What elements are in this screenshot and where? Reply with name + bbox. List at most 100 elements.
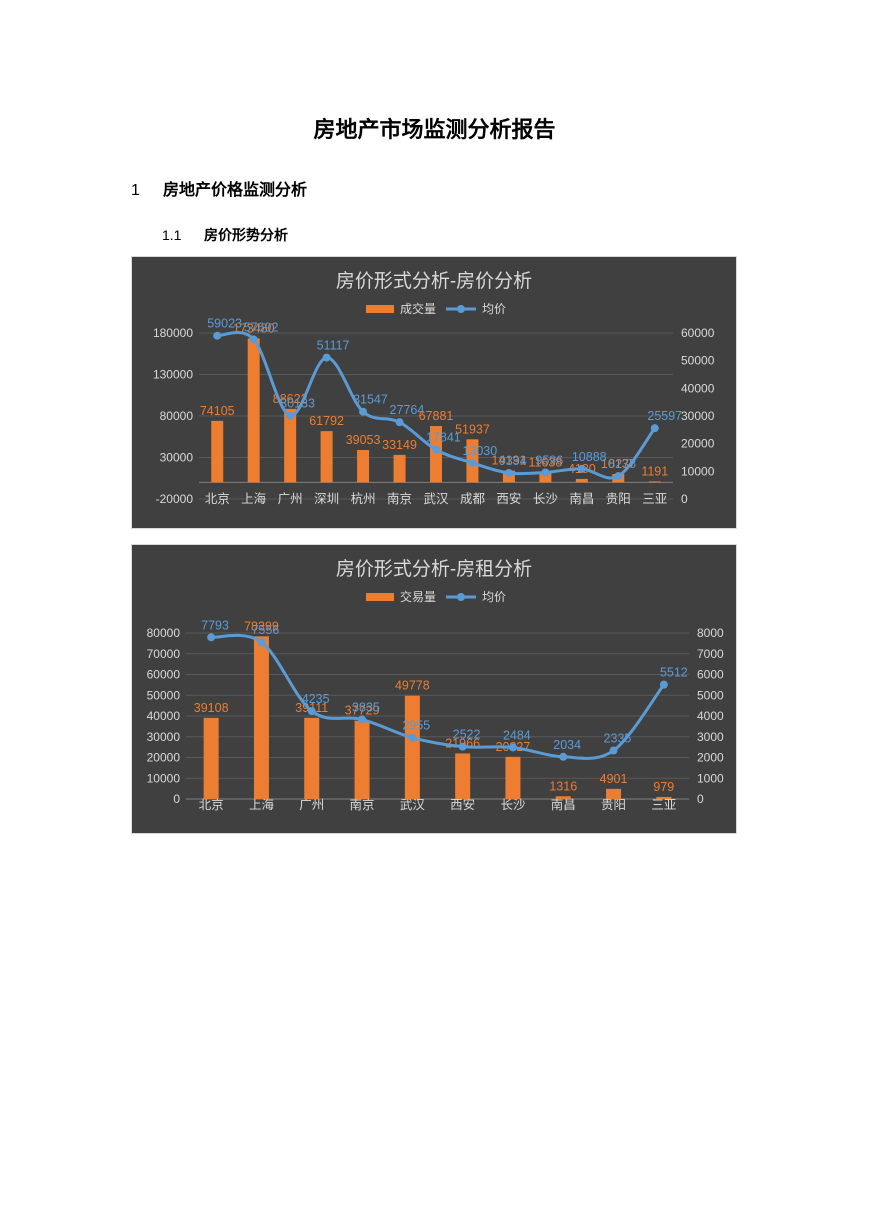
document-title: 房地产市场监测分析报告 (313, 117, 556, 142)
line-point (213, 331, 222, 340)
bar-data-label: 4901 (600, 772, 628, 786)
y-left-tick-label: 130000 (153, 368, 193, 382)
y-left-tick-label: 50000 (147, 688, 181, 702)
bar (211, 420, 224, 483)
y-left-tick-label: 60000 (147, 668, 181, 682)
y-right-tick-label: 60000 (681, 326, 715, 340)
bar-data-label: 67881 (419, 409, 454, 423)
bar (354, 720, 370, 799)
y-left-tick-label: 30000 (147, 730, 181, 744)
y-right-tick-label: 7000 (697, 647, 724, 661)
bar (404, 695, 420, 799)
y-right-tick-label: 6000 (697, 668, 724, 682)
line-point (395, 418, 404, 427)
line-data-label: 27764 (390, 403, 425, 417)
x-category-label: 北京 (199, 798, 224, 812)
y-left-tick-label: 80000 (160, 409, 194, 423)
bar-data-label: 1191 (641, 464, 668, 478)
price-chart: 房价形式分析-房价分析 成交量 均价 180000 130000 80000 30000 -2… (131, 256, 737, 529)
line-point (508, 743, 517, 752)
y-left-tick-label: 30000 (160, 451, 194, 465)
x-category-label: 贵阳 (601, 798, 626, 812)
line-point (504, 469, 513, 478)
y-right-tick-label: 4000 (697, 709, 724, 723)
x-category-label: 西安 (450, 797, 475, 812)
bar (505, 756, 521, 799)
y-right-tick-label: 5000 (697, 688, 724, 702)
section-title: 房地产价格监测分析 (163, 182, 308, 199)
x-category-label: 武汉 (400, 798, 426, 812)
legend-bar-swatch (366, 593, 394, 601)
x-category-label: 南昌 (569, 491, 594, 506)
chart-title: 房价形式分析-房价分析 (336, 270, 532, 292)
line-data-label: 2335 (604, 732, 632, 746)
bar (253, 636, 269, 799)
bar-data-label: 1316 (549, 779, 577, 793)
line-data-label: 2955 (402, 719, 430, 733)
bar-data-label: 37729 (345, 704, 380, 718)
x-category-label: 贵阳 (606, 492, 631, 506)
line-point (249, 335, 258, 344)
y-left-tick-label: 180000 (153, 326, 193, 340)
x-category-label: 武汉 (423, 492, 449, 506)
bar (555, 796, 571, 799)
y-left-tick-label: 80000 (147, 626, 181, 640)
bar-data-label: 74105 (200, 404, 235, 418)
line-point (207, 633, 216, 642)
section-heading: 1 房地产价格监测分析 (131, 176, 307, 200)
legend-bar-swatch (366, 305, 394, 313)
x-category-label: 南京 (350, 797, 375, 812)
line-data-label: 7556 (251, 623, 279, 637)
x-category-label: 成都 (460, 492, 486, 506)
bar-data-label: 39108 (194, 701, 229, 715)
legend-bar-label: 成交量 (400, 301, 436, 316)
y-left-tick-label: 0 (173, 792, 180, 806)
line-data-label: 7793 (201, 618, 229, 632)
y-right-tick-label: 30000 (681, 409, 715, 423)
x-category-label: 深圳 (314, 492, 339, 506)
bar (203, 717, 219, 799)
x-category-label: 三亚 (651, 798, 676, 812)
y-left-tick-label: 70000 (147, 647, 181, 661)
line-data-label: 9596 (535, 453, 563, 467)
line-point (541, 468, 550, 477)
avg-price-line (211, 633, 666, 760)
x-category-label: 长沙 (500, 798, 526, 812)
bar-data-label: 51937 (455, 422, 490, 436)
line-data-label: 25597 (647, 409, 682, 423)
y-right-tick-label: 0 (681, 492, 688, 506)
line-data-label: 13030 (462, 444, 497, 458)
line-data-label: 2522 (453, 728, 481, 742)
line-data-label: 10888 (572, 450, 607, 464)
line-point (257, 638, 266, 647)
line-data-label: 59023 (207, 317, 242, 331)
line-point (286, 411, 295, 420)
bar-data-label: 61792 (309, 414, 344, 428)
subsection-title: 房价形势分析 (204, 227, 288, 243)
line-point (408, 733, 417, 742)
bar (656, 796, 672, 799)
bar-data-label: 39053 (346, 433, 381, 447)
bar (606, 788, 622, 799)
x-category-label: 上海 (241, 491, 267, 506)
x-category-label: 南昌 (551, 797, 576, 812)
bar (539, 472, 552, 483)
line-data-label: 30133 (280, 397, 315, 411)
line-point (432, 445, 440, 454)
line-data-label: 9394 (499, 454, 527, 468)
line-point (650, 424, 659, 433)
line-data-label: 8278 (608, 457, 636, 471)
x-category-label: 三亚 (642, 492, 667, 506)
y-left-tick-label: 10000 (147, 771, 181, 785)
bar (320, 431, 333, 483)
legend-line-label: 均价 (482, 302, 506, 316)
bar (304, 717, 320, 799)
y-right-tick-label: 40000 (681, 381, 715, 395)
rent-chart: 房价形式分析-房租分析 交易量 均价 80000 70000 60000 50000 4000… (131, 544, 737, 834)
x-category-label: 广州 (278, 492, 303, 506)
line-data-label: 5512 (660, 666, 688, 680)
y-right-tick-label: 20000 (681, 437, 715, 451)
line-point (577, 464, 586, 473)
bar-data-label: 49778 (395, 679, 430, 693)
